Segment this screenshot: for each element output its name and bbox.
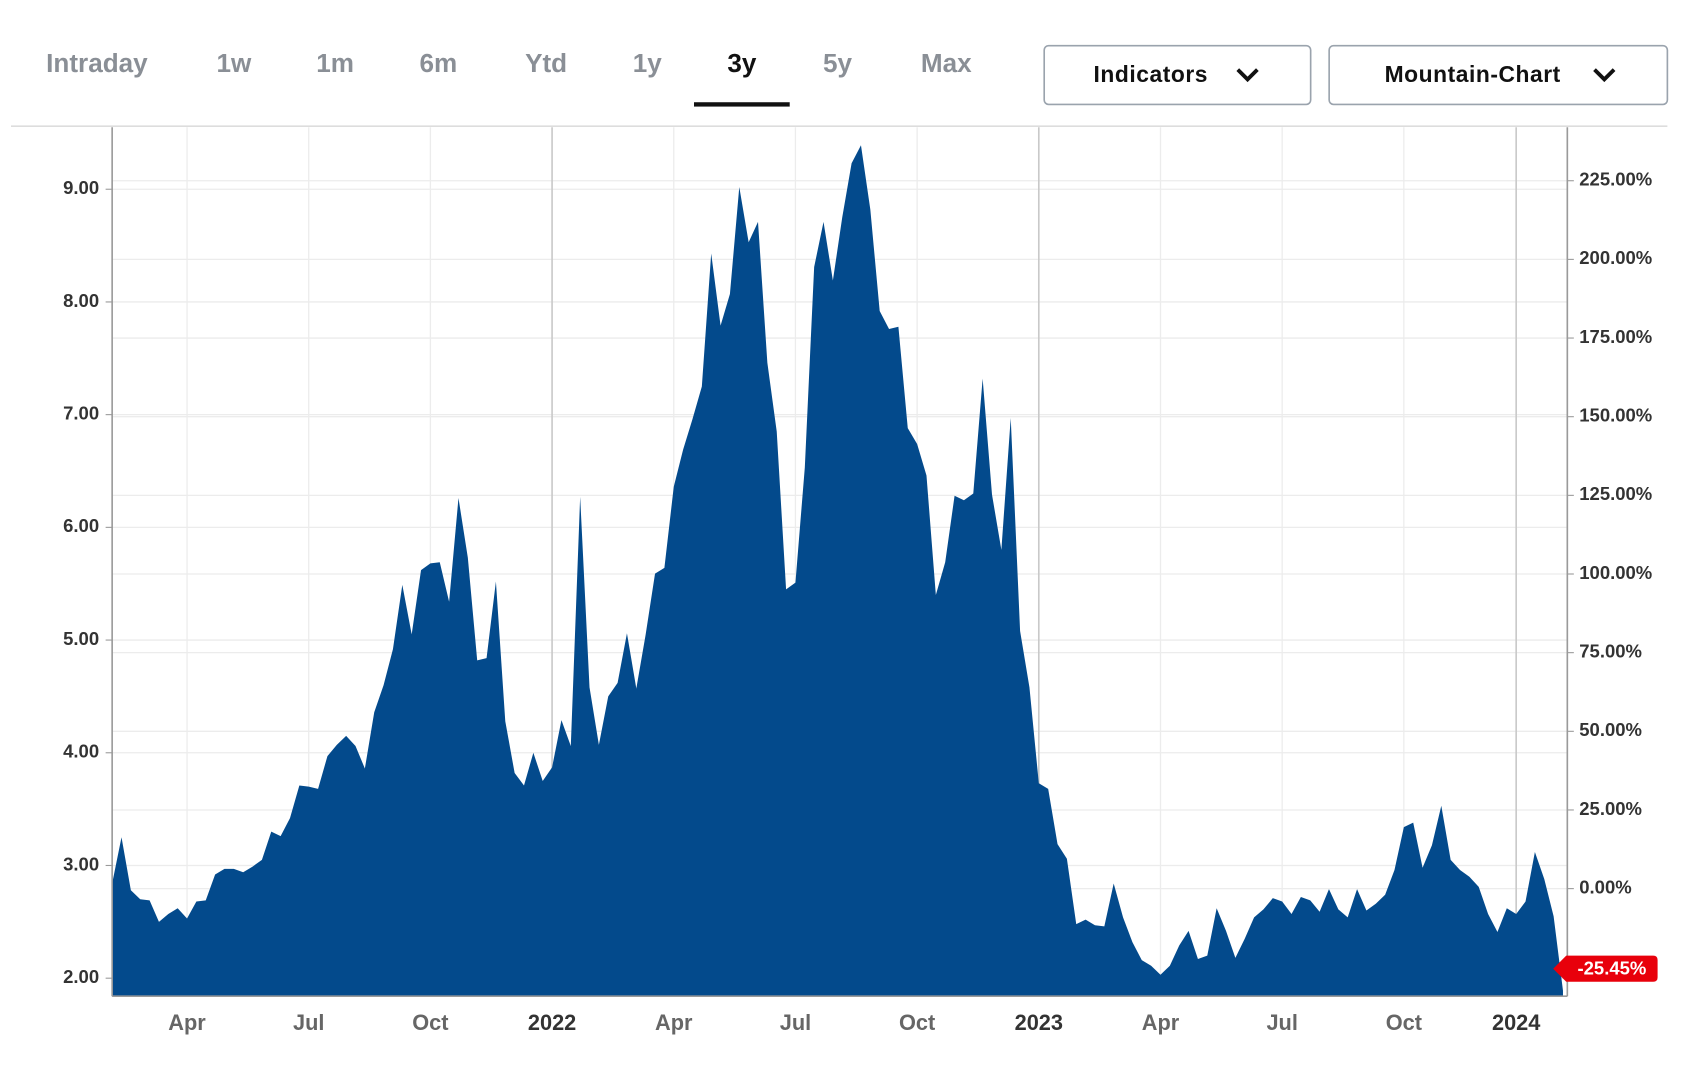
y-tick-label: 9.00 [63,177,99,198]
button-frame[interactable] [1043,44,1312,106]
range-tab[interactable]: 3y [727,48,757,78]
y2-tick-label: 25.00% [1579,798,1642,819]
x-tick-label: Jul [293,1010,324,1035]
last-value-label: -25.45% [1578,958,1647,979]
x-tick-label: Jul [780,1010,811,1035]
range-tab[interactable]: Max [921,48,972,78]
range-tab[interactable]: Ytd [525,48,567,78]
y-tick-label: 8.00 [63,290,99,311]
x-tick-label: Jul [1266,1010,1297,1035]
chevron [1593,68,1616,83]
chart-type-button[interactable]: Mountain-Chart [1328,44,1669,106]
last-value-badge [1553,955,1658,982]
y2-tick-label: 125.00% [1579,483,1652,504]
y2-tick-label: 200.00% [1579,247,1652,268]
y2-tick-label: 100.00% [1579,562,1652,583]
y-tick-label: 3.00 [63,853,99,874]
y2-tick-label: 75.00% [1579,641,1642,662]
y2-tick-label: 50.00% [1579,719,1642,740]
y-tick-label: 2.00 [63,966,99,987]
y2-tick-label: 175.00% [1579,326,1652,347]
range-tab[interactable]: 1m [316,48,354,78]
x-tick-label: 2022 [528,1010,576,1035]
x-tick-label: Apr [655,1010,693,1035]
chevron [1236,68,1259,83]
x-tick-label: Oct [899,1010,935,1035]
indicators-button[interactable]: Indicators [1043,44,1312,106]
x-tick-label: Oct [1386,1010,1422,1035]
button-frame[interactable] [1328,44,1669,106]
range-tab[interactable]: 1w [217,48,253,78]
range-tab[interactable]: 6m [420,48,458,78]
y-tick-label: 4.00 [63,741,99,762]
x-tick-label: 2024 [1492,1010,1540,1035]
x-tick-label: Oct [412,1010,448,1035]
range-tab[interactable]: Intraday [46,48,148,78]
range-tab[interactable]: 5y [823,48,853,78]
button-label[interactable]: Mountain-Chart [1385,61,1561,87]
x-tick-label: Apr [1142,1010,1180,1035]
y2-tick-label: 0.00% [1579,876,1631,897]
y-tick-label: 6.00 [63,515,99,536]
x-tick-label: Apr [168,1010,206,1035]
y-tick-label: 5.00 [63,628,99,649]
y2-tick-label: 150.00% [1579,405,1652,426]
button-label[interactable]: Indicators [1094,61,1209,87]
y2-tick-label: 225.00% [1579,169,1652,190]
x-tick-label: 2023 [1015,1010,1063,1035]
y-tick-label: 7.00 [63,403,99,424]
chart: Apr Jul Oct 2022 Apr Jul Oct 2023 Apr Jul Oct 2024 2… [63,127,1658,1035]
range-tabs: Intraday 1w 1m 6m Ytd 1y 3y 5y Max [46,48,972,107]
price-area [112,145,1563,997]
range-tab[interactable]: 1y [633,48,663,78]
tab-underline [694,102,790,107]
